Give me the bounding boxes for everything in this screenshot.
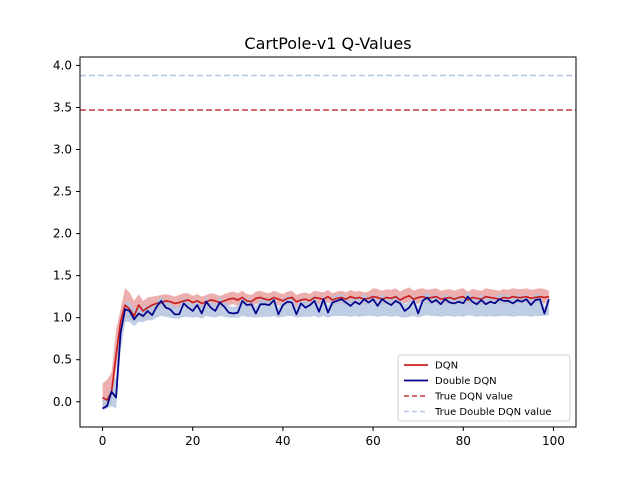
y-tick-label: 0.0 bbox=[53, 395, 72, 409]
band-double-dqn bbox=[102, 291, 549, 411]
series-line-dqn bbox=[102, 294, 550, 401]
legend-label: DQN bbox=[435, 361, 458, 372]
plot-area bbox=[80, 74, 576, 411]
legend: DQN Double DQN True DQN value True Double D… bbox=[397, 354, 571, 422]
y-tick-label: 2.5 bbox=[53, 185, 72, 199]
axes-frame bbox=[79, 56, 577, 428]
y-tick-label: 1.5 bbox=[53, 269, 72, 283]
y-tick-label: 0.5 bbox=[53, 353, 72, 367]
legend-box bbox=[397, 354, 571, 422]
x-tick-label: 20 bbox=[185, 434, 200, 448]
x-tick-label: 60 bbox=[365, 434, 380, 448]
x-tick-label: 40 bbox=[275, 434, 290, 448]
y-tick-label: 3.5 bbox=[53, 100, 72, 114]
y-tick-label: 2.0 bbox=[53, 227, 72, 241]
x-tick-label: 0 bbox=[99, 434, 107, 448]
y-tick-label: 3.0 bbox=[53, 143, 72, 157]
y-tick-label: 4.0 bbox=[53, 58, 72, 72]
axes: 0 20 40 60 80 100 0.0 0.5 1.0 1.5 2.0 2.5 3.0 3.5 4.0 bbox=[53, 56, 577, 448]
chart-title: CartPole-v1 Q-Values bbox=[244, 34, 411, 53]
series-line-double-dqn bbox=[102, 295, 550, 410]
x-tick-label: 100 bbox=[542, 434, 565, 448]
legend-label: True DQN value bbox=[434, 392, 513, 403]
legend-label: Double DQN bbox=[435, 376, 497, 387]
legend-label: True Double DQN value bbox=[434, 407, 552, 418]
x-tick-label: 80 bbox=[456, 434, 471, 448]
y-tick-label: 1.0 bbox=[53, 311, 72, 325]
